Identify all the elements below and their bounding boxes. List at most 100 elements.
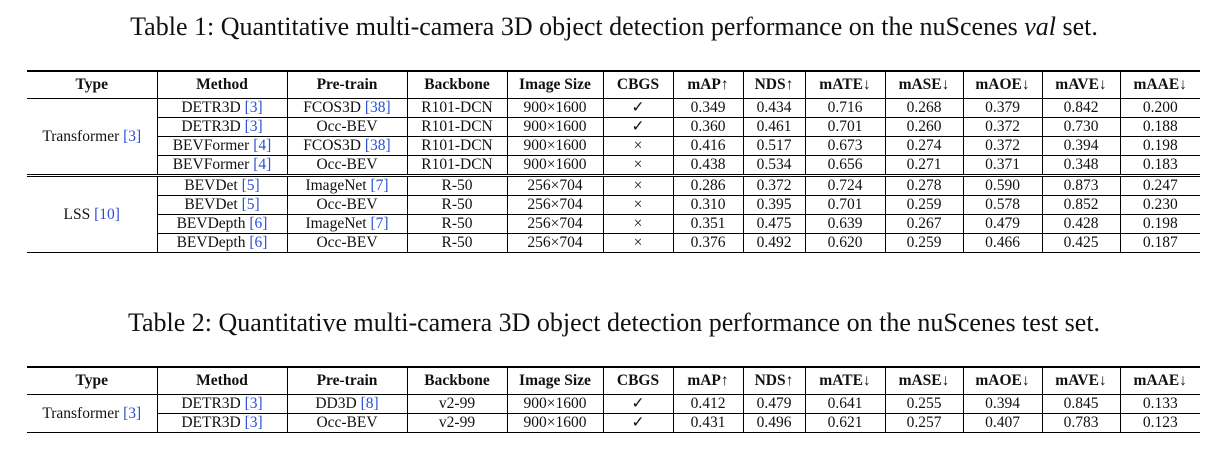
table-cell: 0.247 <box>1119 175 1200 196</box>
table-cell: 0.783 <box>1041 413 1120 433</box>
table-cell: 0.371 <box>962 155 1042 176</box>
table-cell: × <box>602 233 673 253</box>
table-cell: 0.257 <box>884 413 963 433</box>
table-cell: 0.701 <box>804 117 885 137</box>
table-cell: 0.428 <box>1041 214 1120 234</box>
table-cell: 256×704 <box>506 195 603 215</box>
table-cell: 0.479 <box>962 214 1042 234</box>
table-cell: 0.200 <box>1119 98 1200 118</box>
table-cell: ImageNet [7] <box>286 175 407 196</box>
table-cell: DETR3D [3] <box>157 414 287 433</box>
table-cell: 0.673 <box>804 136 885 156</box>
results-table: Type Method Pre-train Backbone Image Size CBG… <box>27 70 1200 253</box>
cell-text: BEVFormer <box>172 156 250 173</box>
table-cell: 0.348 <box>1041 155 1120 176</box>
table-caption: Table 2: Quantitative multi-camera 3D ob… <box>0 308 1228 338</box>
cell-text: DD3D <box>315 395 357 412</box>
table-cell: 0.394 <box>962 394 1042 414</box>
table-cell: 0.259 <box>884 233 963 253</box>
row-group: Transformer [3] DETR3D [3] DD3D [8] v2-99 90… <box>27 394 1200 433</box>
citation: [7] <box>370 215 389 232</box>
table-cell: ImageNet [7] <box>286 214 407 234</box>
table-cell: DETR3D [3] <box>156 98 287 118</box>
header-cell: mAAE↓ <box>1119 71 1200 99</box>
table-cell: 0.255 <box>884 394 963 414</box>
header-cell: mAVE↓ <box>1041 71 1120 99</box>
cell-text: ImageNet <box>305 177 367 194</box>
table-cell: 0.360 <box>672 117 743 137</box>
table-cell: 900×1600 <box>506 136 603 156</box>
cell-text: DETR3D <box>181 414 241 431</box>
cell-text: DETR3D <box>181 395 241 412</box>
table-cell: v2-99 <box>406 413 507 433</box>
cell-text: LSS <box>63 205 91 223</box>
table-cell: 0.716 <box>804 98 885 118</box>
table-row: DETR3D [3] Occ-BEV R101-DCN 900×1600 ✓ 0.360 0… <box>27 117 1200 137</box>
row-group: Transformer [3] DETR3D [3] FCOS3D [38] R101… <box>27 98 1200 176</box>
table-cell: BEVDet [5] <box>157 196 287 215</box>
table-cell: 0.268 <box>884 98 963 118</box>
table-cell: 256×704 <box>506 175 603 196</box>
table-cell: 0.259 <box>884 195 963 215</box>
table-cell: 0.425 <box>1041 233 1120 253</box>
results-table: Type Method Pre-train Backbone Image Size CBG… <box>27 366 1200 433</box>
citation: [5] <box>241 196 260 213</box>
header-row: Type Method Pre-train Backbone Image Size CBG… <box>27 367 1200 395</box>
table-cell: BEVFormer [4] <box>157 137 287 156</box>
citation: [6] <box>249 215 268 232</box>
table-cell: × <box>602 175 673 196</box>
table-row: BEVDepth [6] Occ-BEV R-50 256×704 × 0.376 0.49… <box>27 233 1200 253</box>
cell-text: ImageNet <box>305 215 367 232</box>
table-cell: 0.260 <box>884 117 963 137</box>
cell-text: FCOS3D <box>303 137 361 154</box>
table-cell: 0.701 <box>804 195 885 215</box>
table-cell: 900×1600 <box>506 117 603 137</box>
cell-text: Transformer <box>42 404 120 422</box>
header-cell: CBGS <box>602 71 673 99</box>
table-row: Transformer [3] DETR3D [3] FCOS3D [38] R101… <box>27 98 1200 176</box>
cell-text: BEVDepth <box>176 234 246 251</box>
table-cell: 900×1600 <box>506 394 603 414</box>
caption-text: Table 2: Quantitative multi-camera 3D ob… <box>127 308 1101 337</box>
table-cell: 0.641 <box>804 394 885 414</box>
table-cell: 0.466 <box>962 233 1042 253</box>
table-cell: Occ-BEV <box>286 155 407 176</box>
header-cell: Backbone <box>406 367 507 395</box>
caption-text: set. <box>1056 12 1098 41</box>
table-cell: Occ-BEV <box>286 117 407 137</box>
table-cell: 0.376 <box>672 233 743 253</box>
caption-italic: val <box>1024 12 1056 41</box>
table-cell: 0.492 <box>742 233 805 253</box>
table-cell: 0.267 <box>884 214 963 234</box>
table-cell: 0.412 <box>672 394 743 414</box>
citation: [3] <box>123 404 142 422</box>
table-cell: × <box>602 155 673 176</box>
table-cell: DETR3D [3] <box>156 394 287 414</box>
table-row: LSS [10] BEVDet [5] ImageNet [7] R-50 256×70… <box>27 175 1200 253</box>
table-cell: 0.639 <box>804 214 885 234</box>
table-cell: 0.271 <box>884 155 963 176</box>
table-cell: 0.656 <box>804 155 885 176</box>
table-cell: FCOS3D [38] <box>286 98 407 118</box>
header-cell: mATE↓ <box>804 367 885 395</box>
table-cell: 0.230 <box>1119 195 1200 215</box>
header-cell: NDS↑ <box>742 367 805 395</box>
header-cell: mAVE↓ <box>1041 367 1120 395</box>
table-cell: DD3D [8] <box>286 394 407 414</box>
cell-text: DETR3D <box>181 99 241 116</box>
citation: [10] <box>94 205 120 223</box>
table-cell: × <box>602 214 673 234</box>
table-cell: ✓ <box>602 117 673 137</box>
table-cell: BEVDet [5] <box>156 175 287 196</box>
row-group: LSS [10] BEVDet [5] ImageNet [7] R-50 256×70… <box>27 175 1200 253</box>
table-cell: 0.133 <box>1119 394 1200 414</box>
header-cell: Type <box>27 71 157 99</box>
citation: [8] <box>360 395 379 412</box>
citation: [3] <box>244 118 263 135</box>
table-cell: 0.724 <box>804 175 885 196</box>
type-cell: Transformer [3] <box>27 394 158 433</box>
header-cell: Pre-train <box>286 71 407 99</box>
header-cell: Pre-train <box>286 367 407 395</box>
table-cell: 256×704 <box>506 233 603 253</box>
